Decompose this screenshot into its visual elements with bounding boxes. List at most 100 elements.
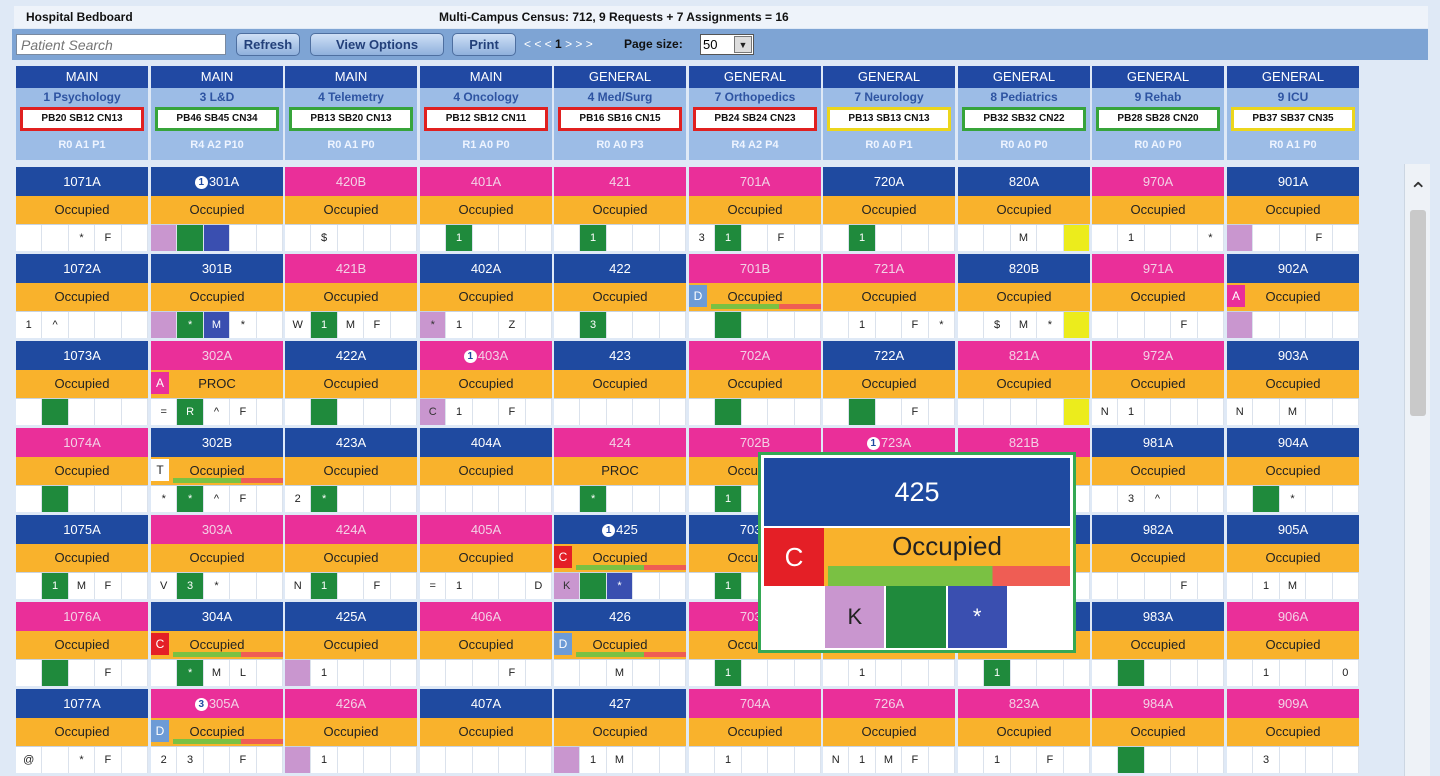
bed-card[interactable]: 820B Occupied $ M * xyxy=(958,254,1091,338)
bed-room-header[interactable]: 1076A xyxy=(16,602,148,631)
unit-header[interactable]: GENERAL 9 ICU PB37 SB37 CN35 R0 A1 P0 xyxy=(1227,66,1359,160)
print-button[interactable]: Print xyxy=(452,33,516,56)
bed-card[interactable]: 405A Occupied = 1 D xyxy=(420,515,553,599)
bed-room-header[interactable]: 3 305A xyxy=(151,689,283,718)
bed-card[interactable]: 972A Occupied N 1 xyxy=(1092,341,1225,425)
bed-room-header[interactable]: 420B xyxy=(285,167,417,196)
bed-card[interactable]: 1072A Occupied 1 ^ xyxy=(16,254,149,338)
scrollbar-thumb[interactable] xyxy=(1410,210,1426,416)
bed-room-header[interactable]: 303A xyxy=(151,515,283,544)
bed-card[interactable]: 982A Occupied F xyxy=(1092,515,1225,599)
bed-room-header[interactable]: 1075A xyxy=(16,515,148,544)
unit-name[interactable]: 7 Orthopedics xyxy=(714,90,796,104)
bed-room-header[interactable]: 426 xyxy=(554,602,686,631)
unit-name[interactable]: 9 Rehab xyxy=(1134,90,1182,104)
bed-card[interactable]: 1071A Occupied * F xyxy=(16,167,149,251)
bed-room-header[interactable]: 426A xyxy=(285,689,417,718)
bed-room-header[interactable]: 1 301A xyxy=(151,167,283,196)
bed-room-header[interactable]: 982A xyxy=(1092,515,1224,544)
unit-name[interactable]: 1 Psychology xyxy=(43,90,121,104)
bed-room-header[interactable]: 702B xyxy=(689,428,821,457)
bed-room-header[interactable]: 905A xyxy=(1227,515,1359,544)
bed-card[interactable]: 1076A Occupied F xyxy=(16,602,149,686)
patient-search-input[interactable] xyxy=(16,34,226,55)
bed-room-header[interactable]: 971A xyxy=(1092,254,1224,283)
unit-name[interactable]: 8 Pediatrics xyxy=(990,90,1058,104)
bed-room-header[interactable]: 406A xyxy=(420,602,552,631)
bed-card[interactable]: 420B Occupied $ xyxy=(285,167,418,251)
bed-card[interactable]: 402A Occupied * 1 Z xyxy=(420,254,553,338)
unit-header[interactable]: GENERAL 9 Rehab PB28 SB28 CN20 R0 A0 P0 xyxy=(1092,66,1224,160)
bed-card[interactable]: 427 Occupied 1 M xyxy=(554,689,687,773)
bed-card[interactable]: 424A Occupied N 1 F xyxy=(285,515,418,599)
bed-room-header[interactable]: 820B xyxy=(958,254,1090,283)
bed-room-header[interactable]: 981A xyxy=(1092,428,1224,457)
bed-card[interactable]: 984A Occupied xyxy=(1092,689,1225,773)
bed-room-header[interactable]: 983A xyxy=(1092,602,1224,631)
bed-room-header[interactable]: 422A xyxy=(285,341,417,370)
bed-room-header[interactable]: 906A xyxy=(1227,602,1359,631)
bed-room-header[interactable]: 1074A xyxy=(16,428,148,457)
bed-room-header[interactable]: 722A xyxy=(823,341,955,370)
unit-name[interactable]: 4 Med/Surg xyxy=(587,90,653,104)
bed-room-header[interactable]: 1072A xyxy=(16,254,148,283)
bed-room-header[interactable]: 721A xyxy=(823,254,955,283)
unit-name[interactable]: 9 ICU xyxy=(1277,90,1309,104)
bed-card[interactable]: 423 Occupied xyxy=(554,341,687,425)
bed-card[interactable]: 902A A Occupied xyxy=(1227,254,1360,338)
bed-room-header[interactable]: 1077A xyxy=(16,689,148,718)
bed-card[interactable]: 423A Occupied 2 * xyxy=(285,428,418,512)
bed-card[interactable]: 302B T Occupied * * ^ F xyxy=(151,428,284,512)
unit-header[interactable]: GENERAL 8 Pediatrics PB32 SB32 CN22 R0 A0 P… xyxy=(958,66,1090,160)
bed-card[interactable]: 426A Occupied 1 xyxy=(285,689,418,773)
bed-room-header[interactable]: 984A xyxy=(1092,689,1224,718)
bed-card[interactable]: 722A Occupied F xyxy=(823,341,956,425)
bed-room-header[interactable]: 404A xyxy=(420,428,552,457)
vertical-scrollbar[interactable]: ⌃ xyxy=(1404,164,1430,776)
bed-room-header[interactable]: 820A xyxy=(958,167,1090,196)
bed-room-header[interactable]: 405A xyxy=(420,515,552,544)
bed-card[interactable]: 726A Occupied N 1 M F xyxy=(823,689,956,773)
unit-header[interactable]: MAIN 3 L&D PB46 SB45 CN34 R4 A2 P10 xyxy=(151,66,283,160)
bed-card[interactable]: 302A A PROC = R ^ F xyxy=(151,341,284,425)
unit-header[interactable]: MAIN 4 Telemetry PB13 SB20 CN13 R0 A1 P0 xyxy=(285,66,417,160)
bed-room-header[interactable]: 407A xyxy=(420,689,552,718)
bed-room-header[interactable]: 726A xyxy=(823,689,955,718)
bed-card[interactable]: 820A Occupied M xyxy=(958,167,1091,251)
bed-card[interactable]: 909A Occupied 3 xyxy=(1227,689,1360,773)
bed-card[interactable]: 981A Occupied 3 ^ xyxy=(1092,428,1225,512)
bed-card[interactable]: 701B D Occupied xyxy=(689,254,822,338)
bed-room-header[interactable]: 902A xyxy=(1227,254,1359,283)
bed-card[interactable]: 401A Occupied 1 xyxy=(420,167,553,251)
bed-room-header[interactable]: 421B xyxy=(285,254,417,283)
bed-room-header[interactable]: 701B xyxy=(689,254,821,283)
bed-room-header[interactable]: 422 xyxy=(554,254,686,283)
bed-room-header[interactable]: 1071A xyxy=(16,167,148,196)
bed-room-header[interactable]: 424 xyxy=(554,428,686,457)
unit-header[interactable]: MAIN 1 Psychology PB20 SB12 CN13 R0 A1 P1 xyxy=(16,66,148,160)
bed-card[interactable]: 422A Occupied xyxy=(285,341,418,425)
bed-room-header[interactable]: 423 xyxy=(554,341,686,370)
bed-card[interactable]: 704A Occupied 1 xyxy=(689,689,822,773)
pager-next[interactable]: > > > xyxy=(565,37,593,51)
bed-room-header[interactable]: 427 xyxy=(554,689,686,718)
unit-name[interactable]: 7 Neurology xyxy=(854,90,924,104)
bed-card[interactable]: 424 PROC * xyxy=(554,428,687,512)
bed-room-header[interactable]: 425A xyxy=(285,602,417,631)
bed-card[interactable]: 720A Occupied 1 xyxy=(823,167,956,251)
bed-room-header[interactable]: 304A xyxy=(151,602,283,631)
bed-room-header[interactable]: 1 425 xyxy=(554,515,686,544)
bed-card[interactable]: 1074A Occupied xyxy=(16,428,149,512)
bed-room-header[interactable]: 970A xyxy=(1092,167,1224,196)
bed-card[interactable]: 702B Occupied 1 xyxy=(689,428,822,512)
bed-room-header[interactable]: 720A xyxy=(823,167,955,196)
bed-card[interactable]: 1077A Occupied @ * F xyxy=(16,689,149,773)
unit-header[interactable]: MAIN 4 Oncology PB12 SB12 CN11 R1 A0 P0 xyxy=(420,66,552,160)
bed-card[interactable]: 3 305A D Occupied 2 3 F xyxy=(151,689,284,773)
bed-card[interactable]: 406A Occupied F xyxy=(420,602,553,686)
bed-card[interactable]: 426 D Occupied M xyxy=(554,602,687,686)
bed-room-header[interactable]: 901A xyxy=(1227,167,1359,196)
bed-room-header[interactable]: 823A xyxy=(958,689,1090,718)
bed-card[interactable]: 1073A Occupied xyxy=(16,341,149,425)
unit-name[interactable]: 3 L&D xyxy=(199,90,235,104)
